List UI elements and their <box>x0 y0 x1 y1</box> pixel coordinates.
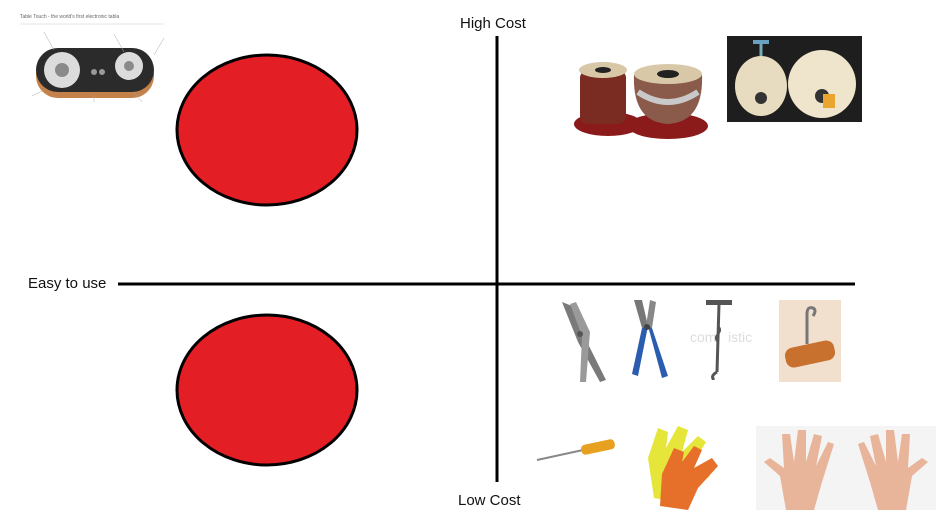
work-gloves-image <box>638 418 730 512</box>
screwdriver-image <box>535 438 617 464</box>
svg-text:com: com <box>690 329 716 345</box>
hook-tool-image: com istic <box>688 296 758 380</box>
electronic-tabla-caption: Table Touch - the world's first electron… <box>20 14 120 20</box>
electronic-tabla-image: Table Touch - the world's first electron… <box>14 10 174 110</box>
hook-handle-tool-image <box>779 300 841 382</box>
high-cost-label: High Cost <box>460 15 526 32</box>
svg-text:istic: istic <box>728 329 752 345</box>
easy-to-use-label: Easy to use <box>28 275 107 292</box>
marker-top-left <box>175 53 359 207</box>
marker-bottom-left <box>175 313 359 467</box>
tabla-tuning-image <box>727 36 862 122</box>
hands-image <box>756 426 936 510</box>
tabla-drums-image <box>572 52 714 140</box>
combination-pliers-image <box>628 296 676 380</box>
locking-pliers-image <box>556 296 614 384</box>
low-cost-label: Low Cost <box>458 492 521 509</box>
